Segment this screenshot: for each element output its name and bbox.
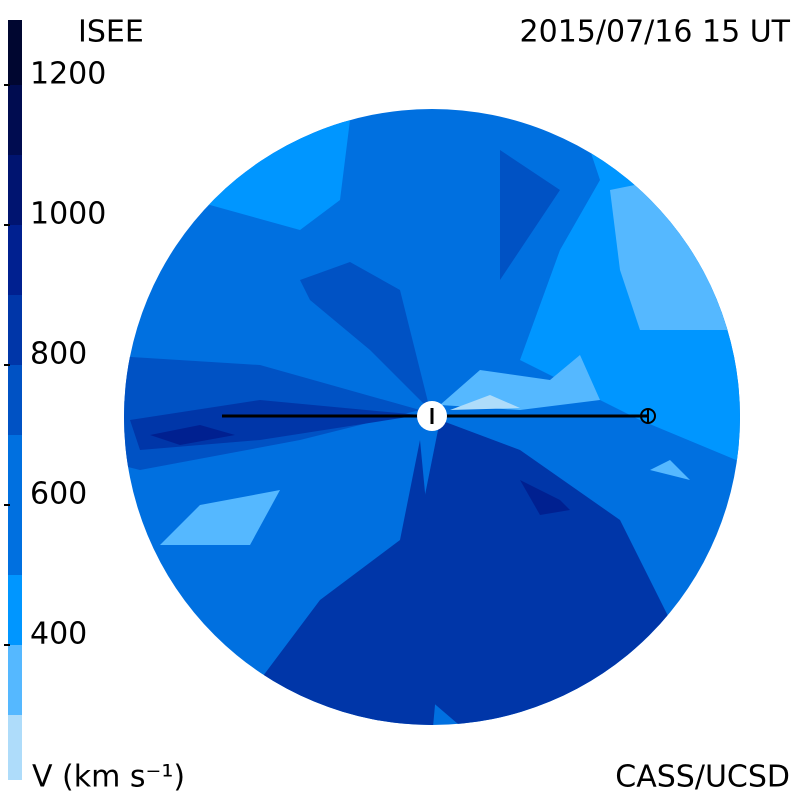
colorbar — [8, 20, 22, 780]
credit: CASS/UCSD — [615, 760, 790, 795]
tick-label: 400 — [30, 617, 87, 652]
title: ISEE — [78, 15, 144, 50]
colorbar-label: V (km s⁻¹) — [32, 760, 185, 795]
tick-label: 800 — [30, 337, 87, 372]
colorbar-ticks: 400 600 800 1000 1200 — [4, 57, 106, 652]
timestamp: 2015/07/16 15 UT — [520, 15, 791, 50]
tick-label: 1200 — [30, 57, 106, 92]
tick-label: 600 — [30, 477, 87, 512]
tick-label: 1000 — [30, 197, 106, 232]
